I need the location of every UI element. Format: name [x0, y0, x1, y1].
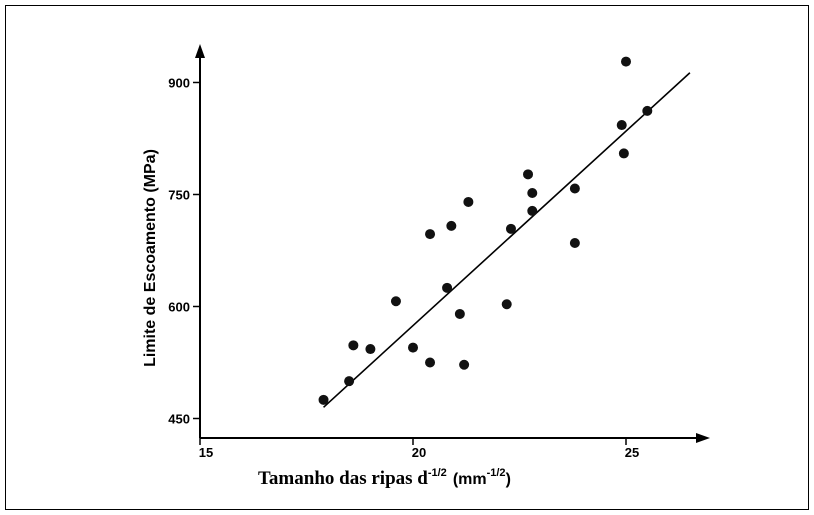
x-axis-label-unit-close: )	[506, 471, 511, 488]
data-point	[348, 340, 359, 351]
y-axis-arrowhead	[195, 44, 205, 58]
data-point	[344, 376, 355, 387]
data-point	[642, 105, 653, 116]
ticks-layer: 15 20 25 450 600 750 900	[168, 75, 639, 460]
data-point	[425, 357, 436, 368]
y-tick-label: 750	[168, 187, 190, 202]
data-point	[621, 56, 631, 67]
data-point	[459, 359, 470, 370]
data-point	[523, 169, 534, 180]
y-axis-label: Limite de Escoamento (MPa)	[142, 149, 159, 367]
data-point	[569, 183, 580, 194]
data-point	[618, 148, 629, 159]
x-tick-label: 20	[412, 445, 426, 460]
points-layer	[318, 56, 653, 405]
x-tick-label: 25	[625, 445, 639, 460]
data-point	[527, 205, 538, 216]
data-point	[505, 223, 516, 234]
data-point	[390, 296, 401, 307]
x-tick-label: 15	[199, 445, 213, 460]
x-axis-label-exponent: -1/2	[428, 467, 447, 479]
data-point	[446, 220, 457, 231]
data-point	[442, 282, 453, 293]
data-point	[454, 308, 465, 319]
y-tick-label: 900	[168, 75, 190, 90]
data-point	[408, 342, 418, 353]
data-point	[527, 187, 538, 198]
data-point	[569, 238, 580, 249]
x-axis-label-main: Tamanho das ripas d	[258, 468, 428, 489]
fit-line-layer	[323, 72, 691, 408]
x-axis-label-unit-exponent: -1/2	[487, 467, 506, 479]
data-point	[425, 229, 436, 240]
y-tick-label: 450	[168, 412, 190, 427]
data-point	[616, 120, 627, 131]
data-point	[318, 394, 329, 405]
x-axis-arrowhead	[696, 433, 710, 443]
data-point	[365, 344, 376, 355]
x-axis-label-unit-open: (mm	[453, 471, 487, 488]
y-tick-label: 600	[168, 299, 190, 314]
fit-line	[323, 72, 691, 408]
figure-frame	[5, 5, 809, 510]
data-point	[463, 196, 474, 207]
x-axis-label: Tamanho das ripas d-1/2 (mm-1/2)	[258, 467, 511, 489]
data-point	[501, 299, 512, 310]
